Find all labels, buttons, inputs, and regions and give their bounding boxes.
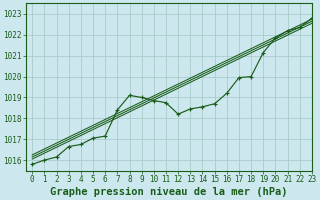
X-axis label: Graphe pression niveau de la mer (hPa): Graphe pression niveau de la mer (hPa) [50, 186, 288, 197]
